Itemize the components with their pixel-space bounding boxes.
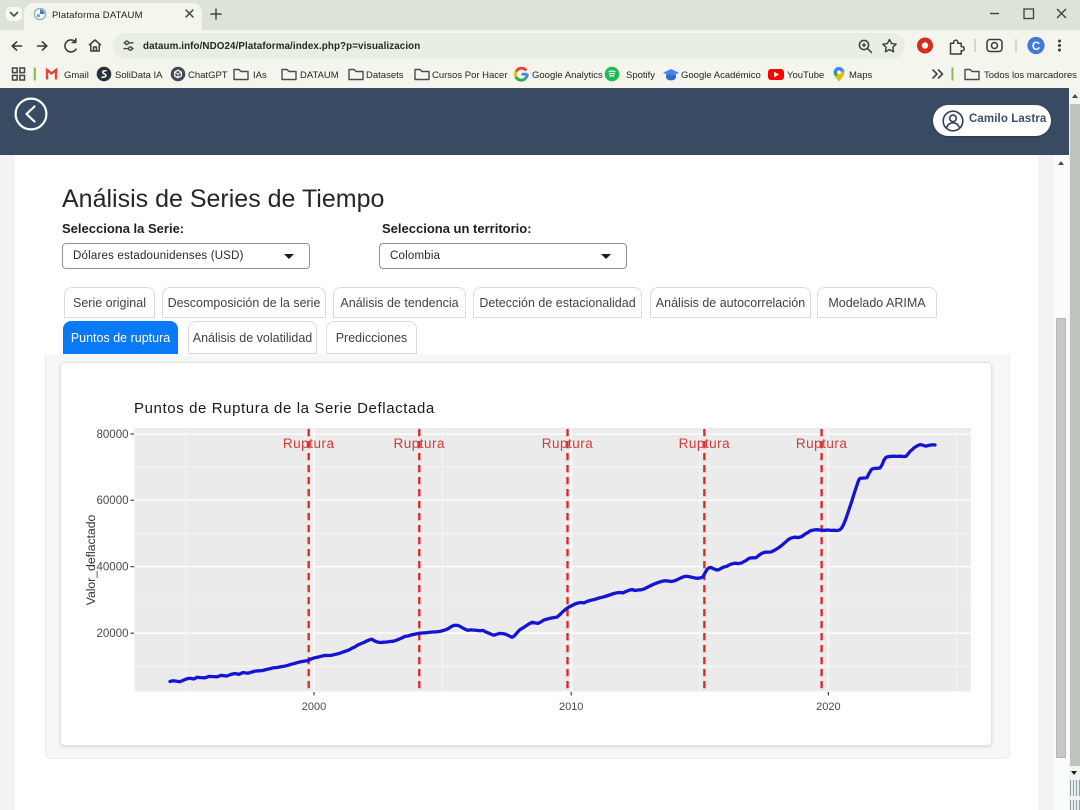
svg-text:80000: 80000: [97, 429, 129, 441]
svg-text:Ruptura: Ruptura: [796, 436, 848, 451]
svg-text:Ruptura: Ruptura: [394, 436, 446, 451]
svg-text:20000: 20000: [97, 628, 129, 640]
svg-text:Ruptura: Ruptura: [542, 436, 594, 451]
svg-text:Ruptura: Ruptura: [283, 436, 335, 451]
svg-text:2020: 2020: [816, 701, 840, 713]
svg-text:40000: 40000: [97, 562, 129, 574]
svg-text:Puntos de Ruptura de la Serie: Puntos de Ruptura de la Serie Deflactada: [134, 400, 435, 417]
svg-text:2010: 2010: [559, 701, 583, 713]
svg-text:60000: 60000: [97, 495, 129, 507]
svg-text:C: C: [1032, 41, 1040, 53]
svg-text:Ruptura: Ruptura: [679, 436, 731, 451]
svg-text:Valor_deflactado: Valor_deflactado: [84, 515, 98, 606]
svg-text:2000: 2000: [302, 701, 326, 713]
